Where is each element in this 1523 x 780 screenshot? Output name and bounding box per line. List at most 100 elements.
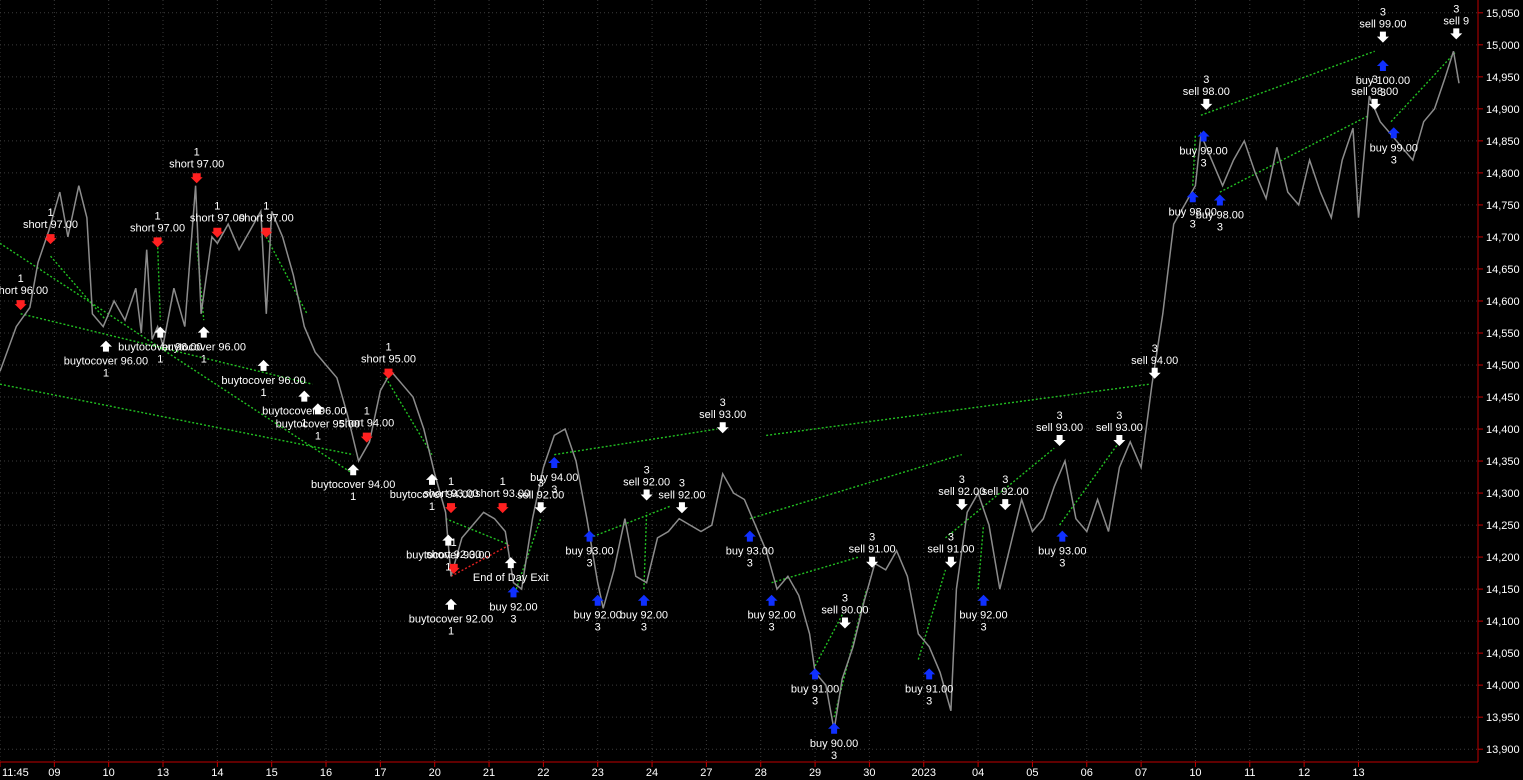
marker-label: buy 98.00 [1196,210,1244,222]
sell-marker [838,617,851,629]
marker-label: buy 92.00 [620,610,668,622]
x-tick-label: 28 [755,767,767,779]
y-tick-label: 14,700 [1486,232,1520,244]
x-tick-label: 30 [863,767,875,779]
y-tick-label: 14,450 [1486,392,1520,404]
y-tick-label: 14,850 [1486,136,1520,148]
trade-line [814,614,843,667]
marker-count: 3 [869,532,875,544]
buy-marker [809,668,822,680]
buytocover-marker [311,403,324,415]
sell-marker [1368,98,1381,110]
trade-line [643,512,648,590]
buytocover-marker [197,326,210,338]
marker-count: 1 [263,201,269,213]
marker-count: 3 [1057,410,1063,422]
sell-marker [944,556,957,568]
marker-label: sell 92.00 [517,489,564,501]
marker-label: buy 92.00 [747,610,795,622]
y-tick-label: 14,900 [1486,104,1520,116]
buytocover-marker [257,359,270,371]
marker-count: 3 [1059,558,1065,570]
marker-label: short 97.00 [169,158,224,170]
sell-marker [534,502,547,514]
marker-label: sell 91.00 [849,544,896,556]
marker-count: 3 [1453,3,1459,15]
marker-label: buy 93.00 [1038,546,1086,558]
marker-count: 1 [445,562,451,574]
marker-label: sell 90.00 [821,605,868,617]
marker-count: 3 [644,464,650,476]
short-marker [44,234,57,245]
trade-line [0,383,354,456]
buy-marker [1186,191,1199,203]
short-marker [382,368,395,379]
x-tick-label: 15 [266,767,278,779]
trade-line [1219,114,1370,193]
buy-marker [507,586,520,598]
y-tick-label: 14,600 [1486,296,1520,308]
marker-count: 3 [1372,74,1378,86]
trade-line [749,453,962,520]
x-tick-label: 22 [537,767,549,779]
y-tick-label: 14,800 [1486,168,1520,180]
marker-count: 1 [385,342,391,354]
marker-label: sell 93.00 [699,409,746,421]
marker-label: buytocover 96.00 [118,342,202,354]
marker-count: 1 [18,273,24,285]
y-tick-label: 14,050 [1486,648,1520,660]
trade-line [265,236,308,315]
marker-label: buytocover 92.00 [409,614,493,626]
x-tick-label: 10 [103,767,115,779]
sell-marker [999,499,1012,511]
marker-label: short 97.00 [190,213,245,225]
marker-count: 3 [980,622,986,634]
short-marker [260,227,273,238]
x-tick-label: 21 [483,767,495,779]
marker-count: 3 [1217,222,1223,234]
sell-marker [716,422,729,434]
marker-label: buytocover 96.00 [64,356,148,368]
trade-line [766,383,1150,437]
x-tick-label: 23 [592,767,604,779]
marker-count: 1 [448,476,454,488]
x-axis-ticks: 11:45 09 10 13 14 15 16 17 20 21 22 23 24 27 28 29 30 202… [0,762,1365,779]
marker-label: short 97.00 [23,219,78,231]
y-tick-label: 14,250 [1486,520,1520,532]
x-tick-label: 09 [48,767,60,779]
buytocover-marker [154,326,167,338]
buytocover-marker [442,534,455,546]
y-tick-label: 14,750 [1486,200,1520,212]
grid [0,0,1478,762]
short-marker [211,227,224,238]
marker-count: 1 [155,210,161,222]
buy-marker [765,594,778,606]
marker-label: short 92.00 [426,549,481,561]
marker-count: 1 [350,491,356,503]
marker-count: 3 [1152,343,1158,355]
marker-label: End of Day Exit [473,572,549,584]
short-marker [447,563,460,574]
marker-count: 3 [948,532,954,544]
marker-label: buytocover 96.00 [262,406,346,418]
marker-count: 3 [1201,157,1207,169]
buytocover-marker [445,598,458,610]
marker-label: sell 94.00 [1131,355,1178,367]
marker-label: sell 91.00 [927,544,974,556]
marker-count: 3 [551,484,557,496]
marker-count: 3 [812,695,818,707]
marker-label: buy 98.00 [1169,206,1217,218]
marker-label: buy 92.00 [959,610,1007,622]
x-tick-label: 11 [1244,767,1255,779]
y-tick-label: 14,500 [1486,360,1520,372]
x-tick-label: 16 [320,767,332,779]
y-tick-label: 14,950 [1486,72,1520,84]
short-marker [151,237,164,248]
buy-marker [1387,127,1400,139]
marker-count: 3 [842,593,848,605]
marker-count: 3 [1380,7,1386,19]
marker-count: 1 [301,418,307,430]
buy-marker [1056,530,1069,542]
buytocover-marker [425,473,438,485]
